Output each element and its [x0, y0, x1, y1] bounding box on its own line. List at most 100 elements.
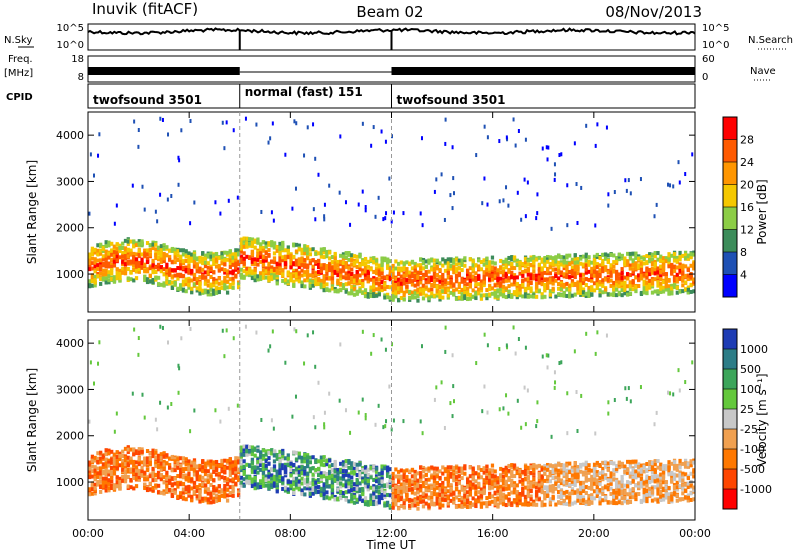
power-cell — [554, 294, 558, 299]
power-cell — [410, 290, 415, 295]
velocity-cell — [350, 496, 354, 501]
power-cell — [101, 276, 106, 281]
velocity-cell — [159, 473, 163, 478]
power-cell — [634, 255, 638, 260]
power-cell — [90, 250, 95, 255]
velocity-cell — [151, 454, 155, 459]
power-sparse-cell — [505, 185, 508, 190]
velocity-cell — [107, 472, 111, 477]
power-cell — [319, 269, 324, 274]
power-cell — [526, 266, 530, 271]
velocity-cell — [369, 485, 373, 490]
power-cell — [245, 271, 249, 276]
power-cell — [391, 275, 395, 280]
power-cell — [534, 277, 539, 282]
power-cell — [408, 295, 412, 300]
velocity-cell — [261, 467, 266, 472]
power-cell — [165, 265, 169, 270]
velocity-cell — [419, 496, 423, 501]
power-cell — [212, 283, 216, 288]
power-cell — [90, 273, 95, 278]
velocity-cell — [217, 471, 221, 476]
power-sparse-cell — [384, 139, 387, 144]
velocity-cell — [145, 468, 150, 473]
velocity-cell — [90, 487, 95, 492]
power-cell — [281, 258, 285, 263]
velocity-cell — [372, 502, 376, 507]
power-sparse-cell — [452, 176, 455, 181]
power-cell — [358, 288, 362, 293]
power-cell — [659, 264, 663, 269]
power-cell — [626, 251, 630, 256]
power-cell — [598, 291, 602, 296]
power-cell — [686, 287, 690, 292]
velocity-cell — [410, 501, 415, 506]
velocity-cell — [380, 475, 384, 480]
power-cell — [341, 252, 346, 257]
velocity-cell — [286, 487, 290, 492]
velocity-cell — [212, 466, 216, 471]
power-cell — [385, 265, 390, 270]
power-sparse-cell — [486, 135, 489, 140]
velocity-cell — [333, 464, 337, 469]
velocity-cell — [107, 463, 111, 468]
power-cell — [479, 282, 484, 287]
power-cell — [372, 269, 376, 274]
velocity-cell — [126, 447, 130, 452]
power-cell — [675, 272, 679, 277]
power-cell — [129, 251, 133, 256]
power-cell — [156, 251, 161, 256]
power-cell — [363, 269, 368, 274]
power-cell — [380, 271, 384, 276]
velocity-cell — [259, 450, 263, 455]
velocity-cell — [256, 470, 260, 475]
power-cell — [140, 261, 144, 266]
power-cell — [272, 260, 277, 265]
power-cell — [361, 259, 365, 264]
power-sparse-cell — [678, 180, 681, 185]
velocity-cell — [159, 490, 163, 495]
velocity-cell — [308, 466, 312, 471]
velocity-cell — [372, 464, 376, 469]
power-cell — [369, 285, 373, 290]
power-cell — [526, 272, 530, 277]
power-cell — [132, 251, 136, 256]
power-cell — [557, 292, 561, 297]
power-cell — [179, 262, 183, 267]
velocity-cell — [388, 478, 392, 483]
power-cell — [154, 275, 158, 280]
power-cell — [361, 290, 365, 295]
power-cell — [626, 259, 630, 264]
velocity-cell — [245, 444, 249, 449]
power-cell — [474, 296, 478, 301]
velocity-cell — [394, 474, 398, 479]
power-cell — [198, 287, 202, 292]
velocity-cell — [300, 476, 304, 481]
velocity-cell — [283, 465, 288, 470]
velocity-cell — [93, 468, 97, 473]
power-sparse-cell — [323, 214, 326, 219]
power-cell — [479, 260, 484, 265]
power-cell — [223, 258, 227, 263]
power-cell — [479, 296, 484, 301]
velocity-cell — [385, 484, 390, 489]
power-cell — [584, 252, 588, 257]
power-sparse-cell — [669, 183, 672, 188]
velocity-cell — [104, 472, 108, 477]
power-sparse-cell — [374, 214, 377, 219]
velocity-cell — [256, 462, 260, 467]
power-cell — [617, 272, 622, 277]
power-cell — [504, 274, 508, 279]
power-cell — [305, 273, 310, 278]
power-cell — [314, 259, 318, 264]
power-cell — [99, 267, 103, 272]
power-cell — [325, 287, 329, 292]
power-cell — [132, 278, 136, 283]
power-cell — [184, 265, 188, 270]
power-cell — [394, 276, 398, 281]
velocity-cell — [294, 480, 299, 485]
power-cell — [267, 266, 271, 271]
velocity-cell — [410, 490, 415, 495]
power-cell — [471, 259, 475, 264]
velocity-cell — [399, 503, 404, 508]
